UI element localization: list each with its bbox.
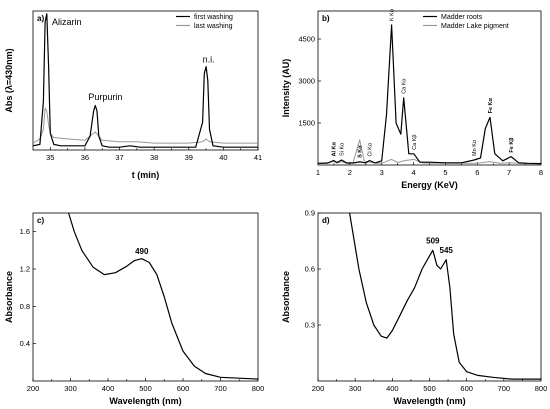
panel-label: c) [37, 216, 44, 225]
peak-label: Alizarin [52, 17, 82, 27]
peak-label: 509 [426, 237, 440, 246]
x-tick-label: 300 [349, 384, 362, 393]
peak-label: Fe Kα [488, 97, 494, 113]
chart-panel: b) 1 2 3 4 5 6 7 8 1500 3000 4500 Energy (KeV) Intens… [281, 8, 543, 190]
x-tick-label: 4 [411, 168, 415, 177]
x-tick-label: 700 [498, 384, 511, 393]
y-tick-label: 1.2 [20, 265, 30, 274]
x-tick-label: 700 [214, 384, 227, 393]
peak-label: Fe Kβ [509, 137, 515, 153]
x-tick-label: 38 [150, 153, 158, 162]
y-tick-label: 4500 [298, 35, 315, 44]
peak-label: Ca Kβ [412, 134, 418, 149]
x-tick-label: 400 [102, 384, 115, 393]
y-tick-label: 0.6 [305, 265, 315, 274]
x-tick-label: 8 [539, 168, 543, 177]
y-tick-label: 0.3 [305, 321, 315, 330]
x-tick-label: 500 [139, 384, 152, 393]
peak-label: Purpurin [88, 92, 122, 102]
panel-label: b) [322, 14, 330, 23]
x-tick-label: 300 [64, 384, 77, 393]
y-tick-label: 0.9 [305, 209, 315, 218]
peak-label: 545 [440, 246, 454, 255]
y-tick-label: 0.8 [20, 302, 30, 311]
x-tick-label: 200 [27, 384, 40, 393]
x-tick-label: 35 [46, 153, 54, 162]
peak-label: S Kα [358, 145, 364, 158]
chart-panel: a) 35 36 37 38 39 40 41 t (min) Abs (λ=430nm) firs… [4, 10, 262, 180]
x-tick-label: 39 [185, 153, 193, 162]
x-tick-label: 3 [380, 168, 384, 177]
x-tick-label: 5 [443, 168, 447, 177]
peak-label: 490 [135, 247, 149, 256]
x-tick-label: 37 [115, 153, 123, 162]
x-tick-label: 41 [254, 153, 262, 162]
x-tick-label: 2 [348, 168, 352, 177]
x-axis-label: t (min) [132, 170, 160, 180]
y-tick-label: 3000 [298, 77, 315, 86]
x-tick-label: 400 [386, 384, 399, 393]
x-axis-label: Energy (KeV) [401, 180, 458, 190]
legend-entry: Madder Lake pigment [441, 23, 509, 30]
series-line [32, 107, 258, 144]
legend-entry: last washing [194, 23, 233, 30]
legend-entry: Madder roots [441, 14, 483, 21]
series-line [349, 212, 541, 380]
x-tick-label: 1 [316, 168, 320, 177]
x-tick-label: 7 [507, 168, 511, 177]
x-tick-label: 6 [475, 168, 479, 177]
series-line [317, 24, 542, 165]
series-line [317, 139, 542, 165]
x-tick-label: 600 [460, 384, 473, 393]
x-tick-label: 36 [81, 153, 89, 162]
panel-label: a) [37, 14, 44, 23]
chart-panel: c) 200 300 400 500 600 700 800 0.4 0.8 1.2 1.6 Wavel… [4, 212, 265, 406]
y-axis-label: Absorbance [281, 271, 291, 323]
x-axis-label: Wavelength (nm) [393, 396, 465, 406]
peak-label: Al Kα [332, 142, 338, 157]
x-tick-label: 800 [252, 384, 265, 393]
peak-label: K Kα [390, 8, 396, 21]
y-axis-label: Abs (λ=430nm) [4, 48, 14, 112]
y-tick-label: 0.4 [20, 339, 30, 348]
legend-entry: first washing [194, 14, 233, 21]
series-line [32, 13, 258, 148]
peak-label: Mn Kα [472, 139, 478, 156]
y-axis-label: Intensity (AU) [281, 59, 291, 118]
x-tick-label: 600 [177, 384, 190, 393]
plot-frame [317, 10, 542, 166]
x-tick-label: 800 [535, 384, 548, 393]
y-tick-label: 1500 [298, 119, 315, 128]
series-line [68, 212, 259, 380]
x-tick-label: 500 [423, 384, 436, 393]
peak-label: Ca Kα [402, 78, 408, 94]
x-tick-label: 40 [219, 153, 227, 162]
plot-frame [32, 212, 259, 382]
peak-label: Cl Kα [368, 142, 374, 156]
chart-panel: d) 200 300 400 500 600 700 800 0.3 0.6 0.9 Waveleng… [281, 209, 547, 407]
panel-label: d) [322, 216, 330, 225]
x-axis-label: Wavelength (nm) [109, 396, 181, 406]
peak-label: Si Kα [340, 142, 346, 156]
plot-frame [32, 10, 259, 151]
y-axis-label: Absorbance [4, 271, 14, 323]
peak-label: n.i. [203, 54, 215, 64]
x-tick-label: 200 [312, 384, 325, 393]
y-tick-label: 1.6 [20, 227, 30, 236]
